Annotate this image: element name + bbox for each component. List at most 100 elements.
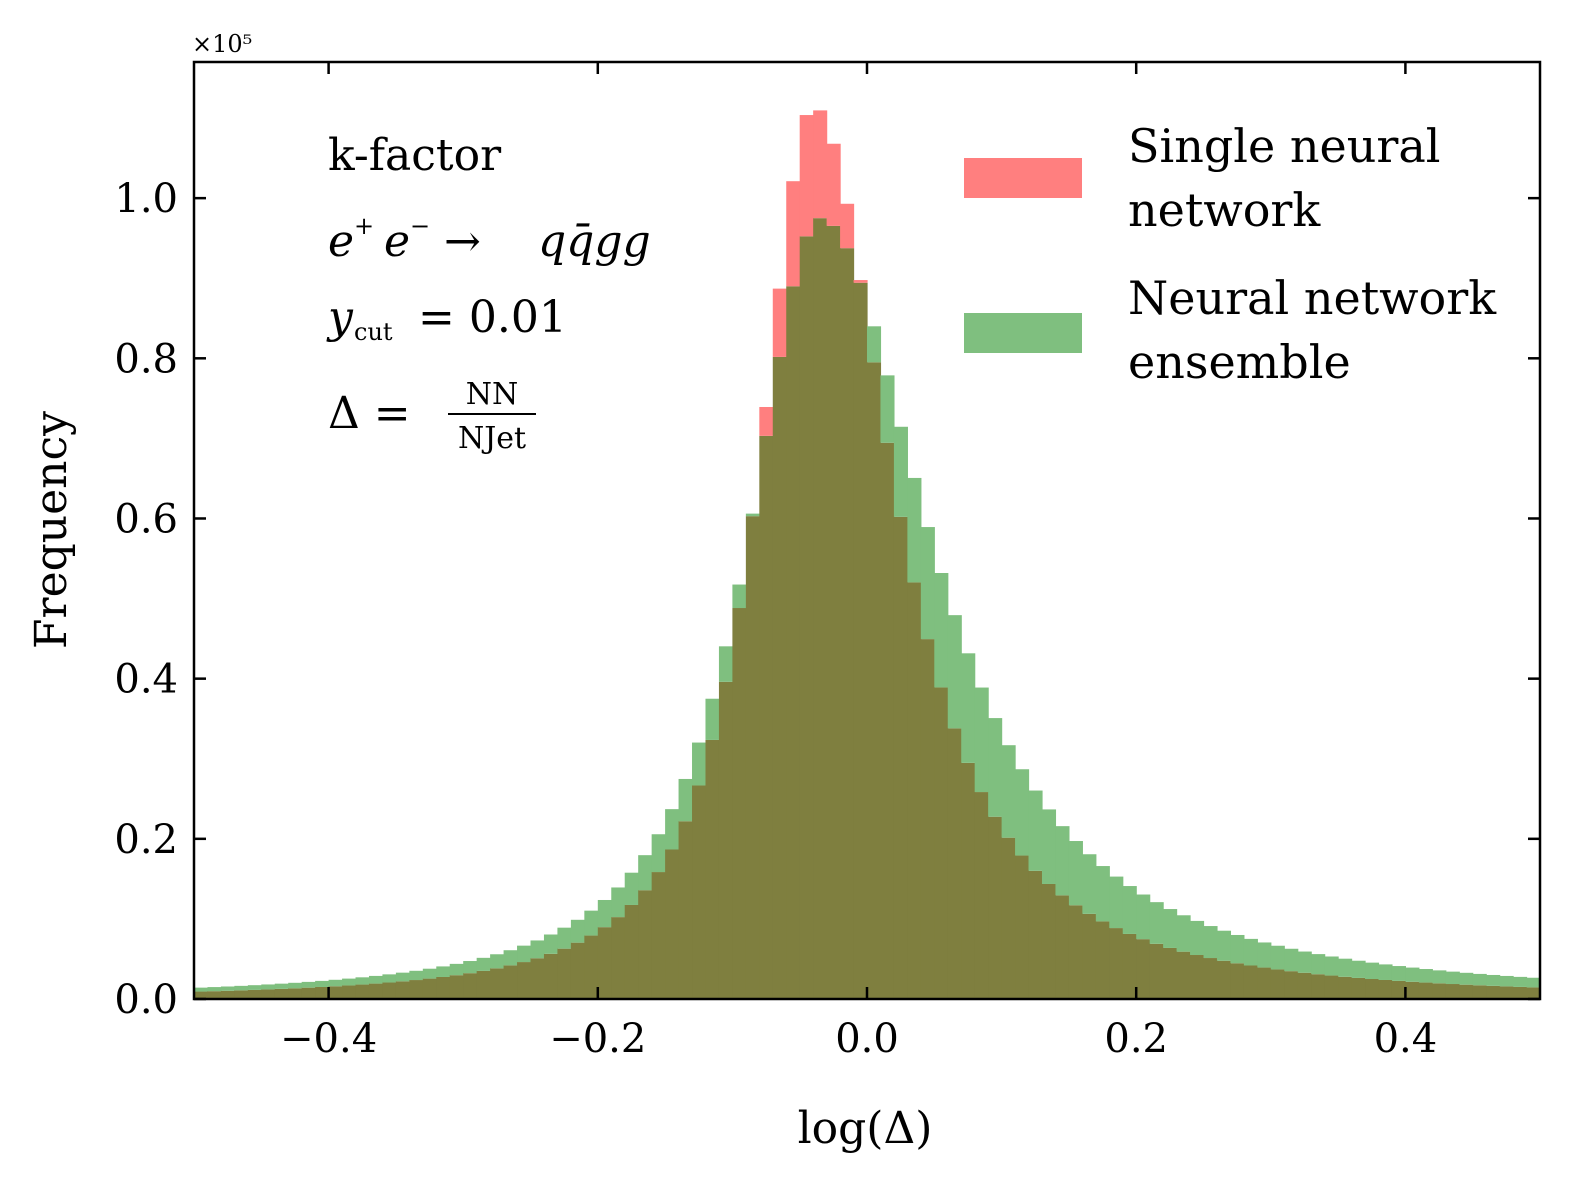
histogram-bar-ensemble bbox=[961, 653, 975, 763]
histogram-bar-ensemble bbox=[880, 375, 894, 442]
histogram-bar-overlap bbox=[557, 949, 571, 999]
histogram-bar-single-nn bbox=[759, 407, 773, 436]
histogram-bar-overlap bbox=[1311, 974, 1325, 999]
histogram-bar-overlap bbox=[880, 443, 894, 999]
histogram-bar-overlap bbox=[396, 981, 410, 999]
histogram-bar-ensemble bbox=[975, 688, 989, 793]
histogram-bar-ensemble bbox=[342, 979, 356, 986]
histogram-bar-ensemble bbox=[1150, 902, 1164, 944]
histogram-bar-ensemble bbox=[1029, 791, 1043, 871]
histogram-bar-overlap bbox=[786, 286, 800, 999]
histogram-bar-overlap bbox=[867, 362, 881, 999]
histogram-bar-single-nn bbox=[827, 144, 841, 226]
histogram-bar-overlap bbox=[665, 850, 679, 1000]
histogram-bar-ensemble bbox=[1163, 909, 1177, 948]
histogram-bar-overlap bbox=[1055, 895, 1069, 999]
histogram-bar-ensemble bbox=[1136, 895, 1150, 940]
histogram-bar-overlap bbox=[1338, 977, 1352, 999]
x-tick-label: −0.2 bbox=[549, 1016, 646, 1062]
histogram-bar-ensemble bbox=[234, 986, 248, 991]
histogram-bar-overlap bbox=[571, 943, 585, 999]
histogram-bar-ensemble bbox=[207, 987, 221, 991]
histogram-bar-single-nn bbox=[854, 280, 868, 283]
histogram-bar-overlap bbox=[840, 248, 854, 999]
histogram-bar-overlap bbox=[1163, 948, 1177, 999]
histogram-bar-ensemble bbox=[1405, 968, 1419, 982]
histogram-bar-overlap bbox=[1459, 985, 1473, 999]
histogram-bar-ensemble bbox=[1378, 964, 1392, 980]
histogram-bar-overlap bbox=[1446, 984, 1460, 999]
histogram-bar-single-nn bbox=[800, 115, 814, 236]
histogram-bar-overlap bbox=[1136, 939, 1150, 999]
histogram-bar-overlap bbox=[1527, 987, 1541, 999]
y-tick-label: 0.6 bbox=[114, 496, 178, 542]
histogram-bar-overlap bbox=[1150, 944, 1164, 999]
histogram-bar-overlap bbox=[517, 962, 531, 999]
histogram-bar-ensemble bbox=[652, 834, 666, 872]
histogram-bar-overlap bbox=[705, 740, 719, 999]
histogram-bar-ensemble bbox=[275, 984, 289, 989]
process-minus: − bbox=[410, 212, 430, 240]
histogram-bar-ensemble bbox=[921, 527, 935, 639]
legend-label-ensemble-line1: Neural network bbox=[1128, 271, 1497, 325]
histogram-bar-ensemble bbox=[1109, 877, 1123, 928]
histogram-bar-ensemble bbox=[1298, 952, 1312, 973]
histogram-bar-overlap bbox=[275, 989, 289, 999]
legend-label-single-nn-line2: network bbox=[1128, 183, 1321, 237]
histogram-bar-ensemble bbox=[436, 966, 450, 977]
y-multiplier: ×10⁵ bbox=[192, 30, 252, 58]
histogram-bar-overlap bbox=[382, 983, 396, 999]
histogram-bar-overlap bbox=[611, 917, 625, 999]
histogram-bar-overlap bbox=[813, 218, 827, 999]
histogram-bar-ensemble bbox=[261, 984, 275, 989]
histogram-bar-ensemble bbox=[719, 646, 733, 682]
ycut-value: = 0.01 bbox=[418, 292, 567, 343]
histogram-bar-overlap bbox=[732, 608, 746, 999]
process-plus: + bbox=[354, 212, 374, 240]
histogram-bar-ensemble bbox=[1190, 921, 1204, 955]
histogram-bar-overlap bbox=[1365, 979, 1379, 999]
histogram-bar-ensemble bbox=[746, 514, 760, 517]
histogram-bar-ensemble bbox=[1311, 954, 1325, 974]
histogram-bar-overlap bbox=[894, 517, 908, 999]
histogram-bar-ensemble bbox=[988, 718, 1002, 817]
x-tick-label: 0.0 bbox=[835, 1016, 899, 1062]
histogram-bar-overlap bbox=[746, 516, 760, 999]
ycut-sub: cut bbox=[354, 318, 393, 346]
histogram-bar-ensemble bbox=[907, 478, 921, 582]
histogram-bar-ensemble bbox=[611, 887, 625, 917]
histogram-bar-overlap bbox=[652, 872, 666, 999]
histogram-bar-overlap bbox=[1405, 982, 1419, 999]
histogram-bar-ensemble bbox=[1055, 826, 1069, 895]
histogram-bar-overlap bbox=[1473, 985, 1487, 999]
y-axis-title: Frequency bbox=[26, 411, 77, 649]
legend: Single neural network Neural network ens… bbox=[964, 119, 1497, 389]
histogram-bar-single-nn bbox=[840, 204, 854, 248]
histogram-bar-overlap bbox=[800, 236, 814, 999]
histogram-bar-overlap bbox=[625, 905, 639, 999]
histogram-bar-ensemble bbox=[1446, 972, 1460, 984]
histogram-bar-ensemble bbox=[1217, 931, 1231, 961]
process-e2: e bbox=[384, 216, 410, 267]
histogram-bar-overlap bbox=[948, 728, 962, 999]
histogram-bar-ensemble bbox=[382, 974, 396, 982]
histogram-bar-ensemble bbox=[1473, 974, 1487, 985]
histogram-bar-ensemble bbox=[1204, 926, 1218, 958]
histogram-bar-ensemble bbox=[1325, 956, 1339, 975]
annotation-block: k-factor e + e − → qq̄gg y cut = 0.01 Δ … bbox=[326, 130, 651, 456]
histogram-bar-ensemble bbox=[544, 935, 558, 954]
histogram-bar-overlap bbox=[1042, 884, 1056, 999]
delta-numerator: NN bbox=[466, 377, 519, 412]
histogram-bar-overlap bbox=[1298, 973, 1312, 999]
histogram-bar-overlap bbox=[436, 977, 450, 999]
histogram-bar-ensemble bbox=[315, 981, 329, 987]
histogram-bar-overlap bbox=[759, 436, 773, 999]
histogram-bar-overlap bbox=[234, 990, 248, 999]
histogram-bar-overlap bbox=[1190, 955, 1204, 999]
y-tick-label: 0.8 bbox=[114, 336, 178, 382]
legend-swatch-ensemble bbox=[964, 313, 1082, 353]
histogram-bar-ensemble bbox=[1459, 973, 1473, 985]
histogram-bar-overlap bbox=[315, 987, 329, 999]
